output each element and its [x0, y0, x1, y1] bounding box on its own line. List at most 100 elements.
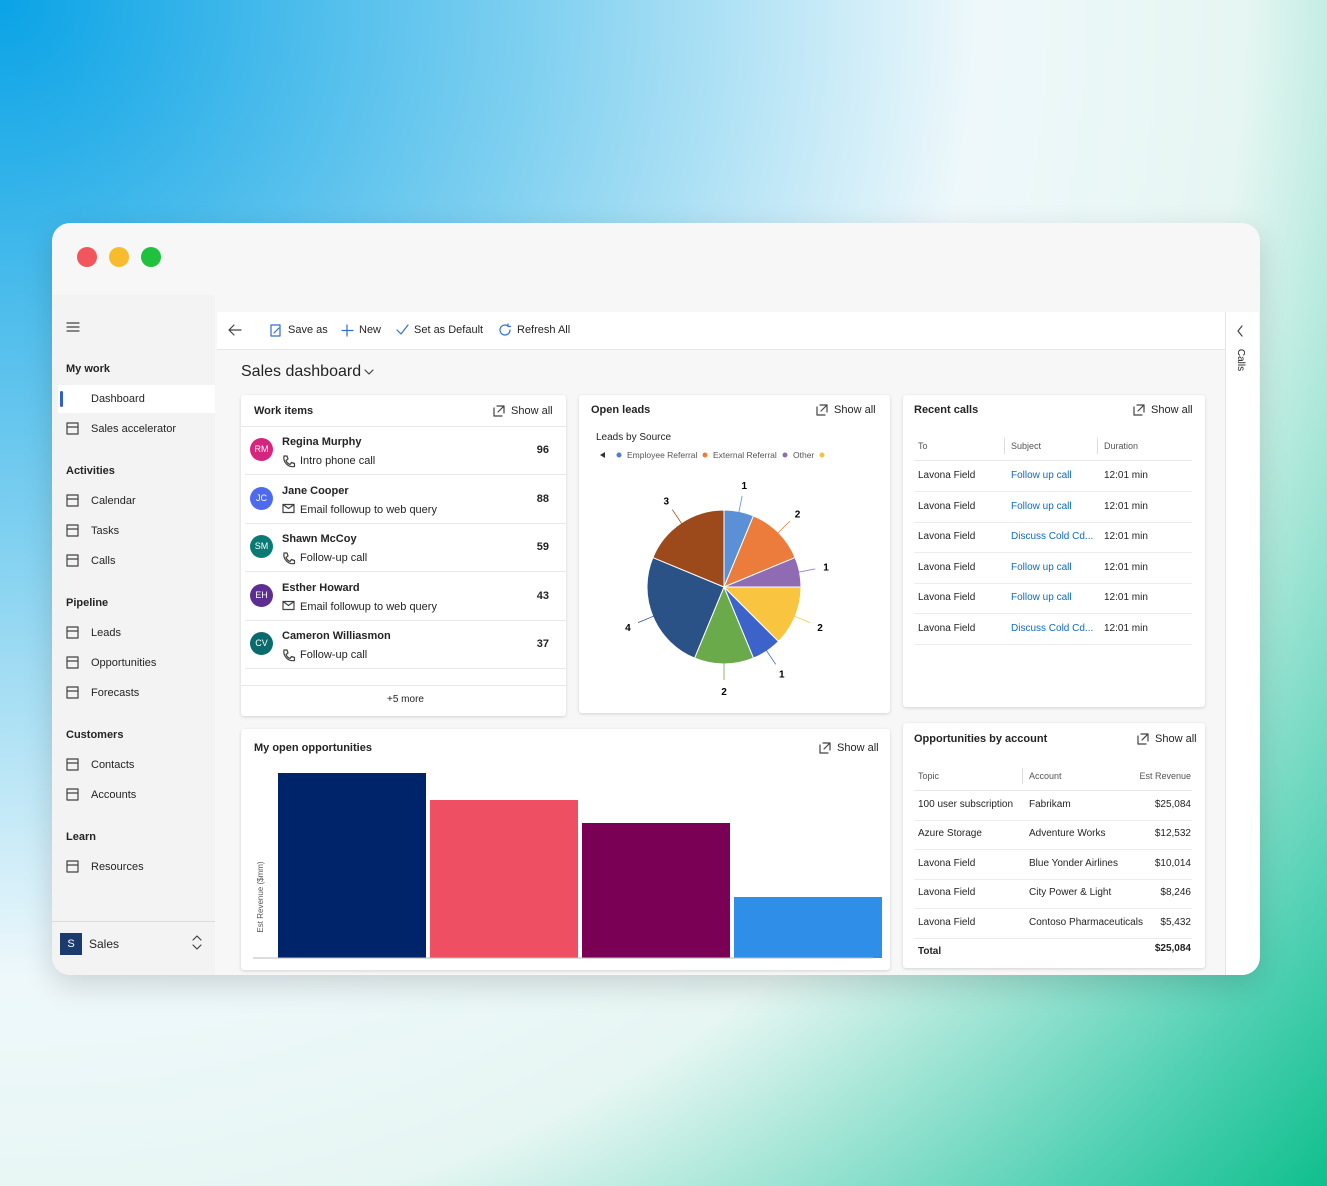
task: Email followup to web query: [300, 503, 437, 516]
show-more[interactable]: +5 more: [387, 694, 424, 705]
divider: [914, 820, 1192, 821]
divider: [1022, 768, 1023, 784]
nav-item[interactable]: Tasks: [91, 525, 120, 537]
card-title: Open leads: [591, 404, 651, 416]
contact-name[interactable]: Jane Cooper: [282, 484, 349, 497]
dashboard-title: Sales dashboard: [241, 363, 362, 380]
show-all[interactable]: Show all: [1151, 404, 1193, 416]
nav-item[interactable]: Forecasts: [91, 687, 140, 699]
selected-item: [58, 385, 215, 413]
rail-label: Calls: [1235, 348, 1246, 372]
table-cell: Lavona Field: [918, 531, 976, 543]
sidebar-group-title: Learn: [66, 831, 96, 843]
divider: [245, 474, 566, 475]
legend-label: Other: [793, 450, 815, 460]
nav-item[interactable]: Leads: [91, 627, 121, 639]
divider: [241, 426, 566, 427]
column-header: Account: [1029, 771, 1062, 781]
contact-name[interactable]: Esther Howard: [282, 581, 360, 594]
divider: [914, 908, 1192, 910]
nav-item[interactable]: Sales accelerator: [91, 423, 176, 435]
sidebar-group-title: My work: [66, 363, 111, 375]
table-cell: $12,532: [1154, 828, 1191, 840]
divider: [1097, 438, 1098, 454]
window-maximize[interactable]: [141, 247, 161, 267]
card-title: Opportunities by account: [914, 733, 1048, 745]
avatar: EH: [250, 583, 273, 607]
right-rail: [1225, 312, 1259, 975]
window-minimize[interactable]: [109, 247, 129, 267]
table-cell: Lavona Field: [918, 592, 976, 604]
nav-item[interactable]: Dashboard: [91, 393, 145, 405]
app-window: 1 2 1 2 1 2 4 3 Est Revenue ($mm) My work Dashboar…: [52, 223, 1260, 975]
divider: [914, 491, 1192, 492]
table-cell: 100 user subscription: [918, 799, 1014, 810]
divider: [245, 571, 566, 572]
table-cell: Azure Storage: [918, 828, 982, 840]
table-cell: Lavona Field: [918, 623, 976, 634]
sidebar-group-title: Activities: [66, 465, 115, 477]
legend-label: Employee Referral: [627, 450, 698, 460]
dashboard-chevron: [364, 369, 374, 375]
nav-item[interactable]: Opportunities: [91, 657, 157, 669]
nav-item[interactable]: Calls: [91, 555, 116, 567]
table-cell: Lavona Field: [918, 916, 976, 928]
nav-item[interactable]: Resources: [91, 861, 144, 873]
table-cell: $8,246: [1160, 887, 1191, 899]
column-header: Subject: [1011, 441, 1042, 451]
task: Follow-up call: [300, 649, 368, 661]
score: 43: [536, 589, 549, 602]
toolbar-button[interactable]: New: [359, 324, 382, 336]
avatar: SM: [250, 535, 273, 558]
divider: [52, 921, 215, 922]
toolbar-button[interactable]: Refresh All: [517, 324, 571, 336]
nav-item[interactable]: Contacts: [91, 759, 135, 771]
contact-name[interactable]: Cameron Williasmon: [282, 630, 391, 642]
show-all[interactable]: Show all: [511, 405, 553, 417]
show-all[interactable]: Show all: [834, 404, 876, 416]
toolbar-button[interactable]: Save as: [288, 324, 328, 336]
legend-label: External Referral: [713, 450, 777, 460]
table-cell: 12:01 min: [1104, 623, 1148, 634]
window-close[interactable]: [77, 247, 97, 267]
nav-item[interactable]: Calendar: [91, 495, 136, 507]
table-cell: Blue Yonder Airlines: [1029, 857, 1118, 869]
table-cell: Fabrikam: [1029, 799, 1071, 810]
divider: [914, 582, 1192, 584]
table-cell: City Power & Light: [1029, 887, 1112, 899]
chart-title: Leads by Source: [596, 432, 672, 443]
table-cell: Discuss Cold Cd...: [1011, 623, 1094, 634]
table-cell: $5,432: [1160, 916, 1191, 928]
table-cell: 12:01 min: [1104, 561, 1148, 573]
card-title: Recent calls: [914, 404, 979, 416]
table-cell: Lavona Field: [918, 561, 976, 573]
avatar: CV: [250, 632, 273, 655]
contact-name[interactable]: Regina Murphy: [282, 436, 362, 448]
task: Follow-up call: [300, 552, 368, 564]
open-opportunities-card: [241, 729, 890, 970]
table-cell: $10,014: [1154, 857, 1191, 869]
sidebar-group-title: Customers: [66, 729, 124, 741]
divider: [245, 668, 566, 669]
nav-item[interactable]: Accounts: [91, 789, 137, 801]
table-cell: 12:01 min: [1104, 470, 1148, 481]
card-title: Work items: [254, 405, 314, 417]
table-cell: Lavona Field: [918, 500, 976, 512]
table-cell: Lavona Field: [918, 887, 976, 899]
divider: [914, 937, 1192, 939]
divider: [914, 521, 1192, 523]
task: Intro phone call: [300, 455, 376, 467]
total-value: $25,084: [1154, 943, 1191, 954]
table-cell: Discuss Cold Cd...: [1011, 531, 1094, 543]
table-cell: Lavona Field: [918, 470, 976, 481]
column-header: Est Revenue: [1139, 771, 1191, 781]
show-all[interactable]: Show all: [837, 742, 879, 754]
app-name[interactable]: Sales: [89, 937, 120, 951]
toolbar: [217, 312, 1225, 350]
contact-name[interactable]: Shawn McCoy: [282, 533, 357, 545]
toolbar-button[interactable]: Set as Default: [414, 324, 484, 336]
work-items-card: [241, 395, 566, 716]
show-all[interactable]: Show all: [1155, 733, 1197, 745]
divider: [914, 790, 1192, 791]
table-cell: Contoso Pharmaceuticals: [1029, 916, 1143, 928]
